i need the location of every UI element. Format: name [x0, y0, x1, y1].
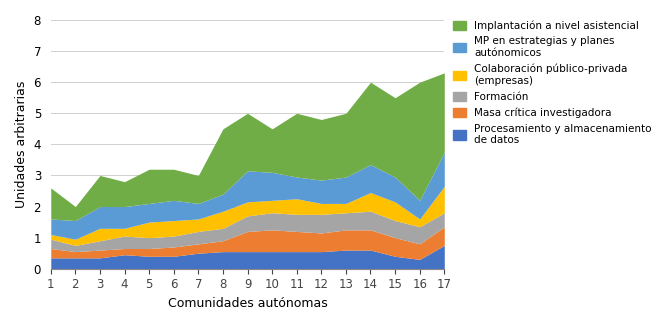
Legend: Implantación a nivel asistencial, MP en estrategias y planes
autónomicos, Colabo: Implantación a nivel asistencial, MP en … [454, 20, 652, 145]
Y-axis label: Unidades arbitrarias: Unidades arbitrarias [15, 81, 28, 208]
X-axis label: Comunidades autónomas: Comunidades autónomas [168, 297, 327, 310]
